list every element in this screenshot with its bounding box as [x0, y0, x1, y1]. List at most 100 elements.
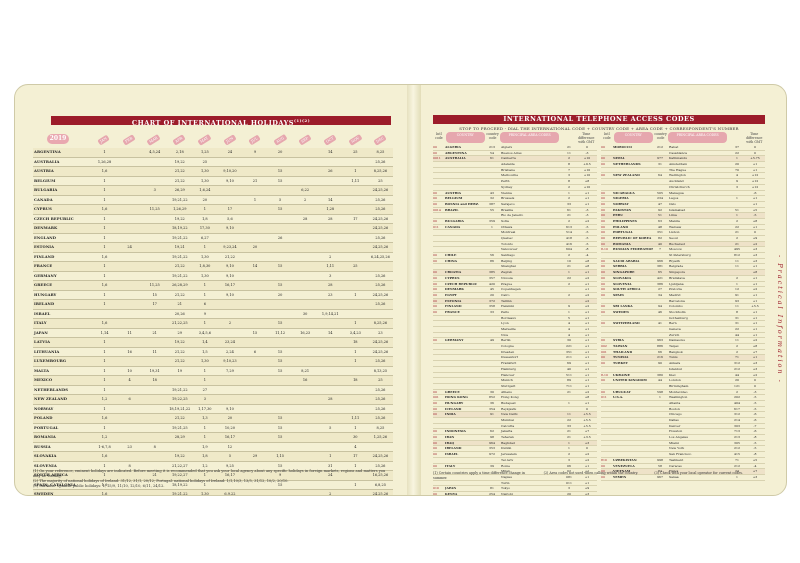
table-row: Adelaide 8 +9.5	[433, 162, 597, 168]
holiday-dates: 24,25,26	[372, 245, 389, 250]
table-row: 00 NIGERIA 234 Lagos 1 +1	[601, 196, 765, 202]
intl-code: 00	[433, 446, 437, 451]
holiday-dates	[293, 454, 318, 458]
country-name: URUGUAY	[613, 389, 631, 394]
time-difference: +2	[752, 287, 758, 292]
holiday-dates: 8,25	[376, 425, 385, 430]
city: New Delhi	[501, 412, 518, 417]
area-code: 312	[734, 361, 740, 366]
holiday-dates: 1	[354, 482, 357, 487]
time-difference: +12	[751, 173, 759, 178]
intl-code: 00	[433, 258, 437, 263]
country-code: 27	[658, 287, 662, 292]
intl-code	[433, 458, 445, 463]
intl-code: 00	[601, 389, 605, 394]
time-difference: +8	[752, 344, 758, 349]
area-code: 2	[568, 184, 570, 189]
holiday-cells: 1,6 21,22 1,30 9,10,20 15 26 1 8,25,26	[92, 169, 393, 173]
holiday-dates	[293, 274, 318, 278]
area-code: 8	[736, 309, 738, 314]
table-row: IRELAND 1 17 21 6 25,26	[33, 300, 393, 310]
city: Geneva	[669, 327, 681, 331]
area-code: 711	[566, 383, 572, 388]
holiday-dates: 1,9	[202, 444, 208, 449]
column-heading	[728, 132, 744, 143]
holiday-dates	[318, 445, 343, 449]
country-name	[445, 361, 485, 366]
table-row: JAPAN 1,14 11 21 29 3,4,5,6 15 11,12 16,23 14 3,4,…	[33, 329, 393, 338]
city: Tunis	[669, 355, 678, 360]
codes-subtitle: STOP TO PROCEED - DIAL THE INTERNATIONAL…	[459, 126, 739, 131]
country-name	[445, 236, 485, 241]
city: Damascus	[669, 338, 686, 343]
area-code: 211	[566, 355, 572, 360]
country-code	[485, 418, 499, 423]
holiday-dates	[217, 160, 242, 164]
time-difference: -5	[753, 400, 757, 405]
time-difference: +1	[752, 292, 758, 297]
city: Toronto	[501, 241, 514, 246]
city: Amsterdam	[669, 162, 688, 167]
country-name: ICELAND	[445, 406, 462, 411]
holiday-dates: 8,25,26	[373, 169, 388, 174]
country-code: 33	[490, 309, 494, 314]
time-difference: +2	[584, 275, 590, 280]
holiday-dates	[117, 160, 142, 164]
area-code	[729, 202, 745, 207]
city: Santiago	[501, 253, 515, 258]
time-difference: +1	[584, 361, 590, 366]
holiday-dates: 19,22	[174, 216, 185, 221]
holiday-cells: 1 19,21,22 1,30 9,10 3 25,26	[92, 274, 393, 278]
holiday-dates	[242, 369, 267, 373]
holiday-dates: 1-6,7,8	[98, 444, 111, 449]
area-code	[729, 270, 745, 275]
country-code	[653, 151, 667, 156]
country-name	[445, 481, 485, 486]
country-code: 34	[658, 292, 662, 297]
area-code: 2	[736, 349, 738, 354]
time-difference: +3	[584, 491, 590, 496]
holiday-dates: 24,25,26	[372, 188, 389, 193]
intl-code: 810	[601, 457, 607, 462]
area-code: 2	[736, 344, 738, 349]
city: Zagreb	[501, 270, 513, 275]
time-difference: +1	[752, 264, 758, 269]
time-difference: +1	[584, 383, 590, 388]
holiday-dates: 4,5,24	[149, 150, 161, 155]
time-difference: +8	[752, 270, 758, 275]
country-name	[445, 242, 485, 247]
holiday-dates: 1,9,14,21	[321, 311, 339, 316]
area-code: 3	[568, 457, 570, 462]
country-name: HONG KONG	[445, 395, 468, 400]
practical-information-tab[interactable]: - Practical Information -	[776, 255, 784, 384]
holiday-dates: 1,14	[100, 330, 109, 335]
holiday-dates	[142, 426, 167, 430]
holiday-dates: 4	[354, 444, 357, 449]
table-row: Houston 713 -6	[601, 429, 765, 436]
time-difference: +1	[584, 474, 590, 479]
holiday-dates: 1,8	[202, 216, 208, 221]
country-name: BULGARIA	[445, 218, 464, 223]
country-code	[485, 481, 499, 486]
holiday-cells: 1 19,21,22 6,27 26 25,26	[92, 236, 393, 240]
table-row: Miami 305 -5	[601, 441, 765, 447]
country-code: 56	[490, 253, 494, 258]
table-row: ITALY 1,6 21,22,25 1 2 15 1 8,25,26	[33, 319, 393, 329]
country-code: 55	[490, 207, 494, 212]
country-name	[613, 412, 653, 417]
holiday-cells: 1-6,7,8 23 8 1,9 12 4	[92, 445, 393, 449]
month-header: APR	[167, 133, 192, 146]
holiday-dates	[343, 255, 368, 259]
intl-code: 00	[433, 304, 437, 309]
holiday-dates: 1,8	[202, 454, 208, 459]
holiday-dates	[142, 236, 167, 240]
city: Caracas	[669, 463, 682, 468]
city: Perth	[501, 179, 510, 184]
area-code: 02	[567, 469, 571, 474]
area-code: 30	[567, 338, 571, 343]
country-code: 372	[489, 298, 495, 303]
intl-code: 00	[433, 190, 437, 195]
country-code: 49	[490, 338, 494, 343]
holiday-dates	[318, 369, 343, 373]
holiday-dates: 1,2	[202, 463, 208, 468]
